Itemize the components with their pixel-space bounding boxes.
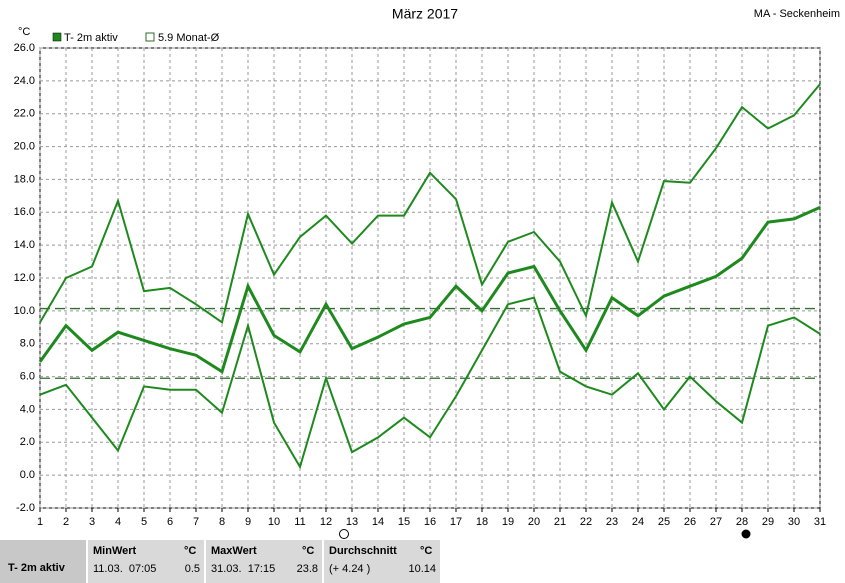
x-tick-label: 4: [115, 516, 121, 528]
stats-header: MaxWert: [211, 545, 257, 557]
x-tick-label: 3: [89, 516, 95, 528]
x-tick-label: 5: [141, 516, 147, 528]
x-tick-label: 20: [528, 516, 540, 528]
x-tick-label: 31: [814, 516, 826, 528]
x-tick-label: 26: [684, 516, 696, 528]
y-tick-label: 14.0: [14, 239, 35, 251]
y-tick-label: 2.0: [20, 436, 35, 448]
row-label: T- 2m aktiv: [8, 562, 65, 574]
x-tick-label: 6: [167, 516, 173, 528]
y-tick-label: 18.0: [14, 173, 35, 185]
x-tick-label: 11: [294, 516, 305, 528]
x-tick-label: 30: [788, 516, 800, 528]
x-tick-label: 21: [554, 516, 566, 528]
y-tick-label: 6.0: [20, 370, 35, 382]
x-tick-label: 16: [424, 516, 436, 528]
x-tick-label: 19: [502, 516, 514, 528]
legend-swatch: [52, 32, 62, 42]
stats-cell: [206, 540, 322, 583]
x-tick-label: 13: [346, 516, 358, 528]
x-tick-label: 14: [372, 516, 384, 528]
x-tick-label: 28: [736, 516, 748, 528]
x-tick-label: 7: [193, 516, 199, 528]
x-tick-label: 1: [37, 516, 43, 528]
y-tick-label: -2.0: [16, 502, 35, 514]
y-tick-label: 0.0: [20, 469, 35, 481]
stats-value: 0.5: [184, 563, 200, 575]
x-tick-label: 27: [710, 516, 722, 528]
x-tick-label: 17: [450, 516, 462, 528]
stats-header: Durchschnitt: [329, 545, 397, 557]
x-tick-label: 8: [219, 516, 225, 528]
x-tick-label: 23: [606, 516, 618, 528]
legend-swatch: [145, 32, 155, 42]
chart-title: März 2017: [392, 6, 458, 22]
y-tick-label: 24.0: [14, 75, 35, 87]
stats-area: T- 2m aktiv MinWert °C 11.03. 07:05 0.5 MaxW…: [0, 540, 845, 583]
x-tick-label: 2: [63, 516, 69, 528]
mean-line: [38, 205, 821, 374]
stats-unit: °C: [420, 545, 433, 557]
stats-unit: °C: [302, 545, 315, 557]
legend-label: T- 2m aktiv: [64, 32, 118, 44]
y-tick-label: 20.0: [14, 140, 35, 152]
min-line: [39, 296, 821, 470]
row-header: [0, 540, 86, 583]
y-tick-label: 16.0: [14, 206, 35, 218]
stats-value: 10.14: [408, 563, 436, 575]
stats-cell: [324, 540, 440, 583]
stats-when: 11.03. 07:05: [93, 563, 157, 575]
stats-when: 31.03. 17:15: [211, 563, 276, 575]
y-tick-label: 10.0: [14, 305, 35, 317]
unit: °C: [18, 26, 30, 38]
stats-header: MinWert: [93, 545, 137, 557]
stats-when: (+ 4.24 ): [329, 563, 371, 575]
stats-unit: °C: [184, 545, 197, 557]
y-tick-label: 26.0: [14, 42, 35, 54]
x-tick-label: 12: [320, 516, 332, 528]
x-tick-label: 25: [658, 516, 670, 528]
x-tick-label: 29: [762, 516, 774, 528]
y-tick-label: 22.0: [14, 108, 35, 120]
y-tick-label: 4.0: [20, 403, 35, 415]
x-tick-label: 15: [398, 516, 410, 528]
y-tick-label: 12.0: [14, 272, 35, 284]
y-tick-label: 8.0: [20, 338, 35, 350]
x-tick-label: 24: [632, 516, 644, 528]
stats-value: 23.8: [296, 563, 318, 575]
station: MA - Seckenheim: [754, 8, 840, 20]
x-tick-label: 9: [245, 516, 251, 528]
legend-label: 5.9 Monat-Ø: [158, 32, 220, 44]
max-line: [39, 83, 821, 325]
x-tick-label: 10: [268, 516, 280, 528]
x-tick-label: 22: [580, 516, 592, 528]
full-moon-icon: [339, 529, 349, 539]
x-tick-label: 18: [476, 516, 488, 528]
chart: März 2017 MA - Seckenheim °C T- 2m aktiv…: [14, 6, 840, 539]
stats-cell: [88, 540, 204, 583]
new-moon-icon: [741, 529, 751, 539]
